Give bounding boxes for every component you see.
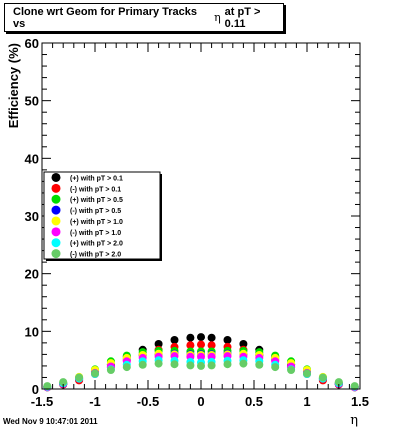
x-tick-label: 0 xyxy=(197,394,204,409)
legend-marker xyxy=(51,205,61,215)
x-axis-label: η xyxy=(350,413,358,428)
data-points xyxy=(43,333,359,392)
data-point xyxy=(197,340,205,349)
data-point xyxy=(170,336,179,344)
legend-label: (+) with pT > 0.5 xyxy=(70,197,123,204)
data-point xyxy=(223,336,232,344)
legend-marker xyxy=(51,172,61,182)
data-point xyxy=(186,333,195,342)
series-8 xyxy=(43,359,359,391)
data-point xyxy=(255,360,264,369)
y-tick-label: 40 xyxy=(25,151,39,166)
legend-box xyxy=(43,171,161,260)
data-point xyxy=(287,366,296,374)
data-point xyxy=(207,361,216,370)
data-point xyxy=(106,366,115,374)
data-point xyxy=(197,352,205,361)
data-point xyxy=(154,340,163,348)
y-axis-label: Efficiency (%) xyxy=(6,43,21,128)
legend-marker xyxy=(51,238,61,248)
data-point xyxy=(43,382,52,391)
legend-marker xyxy=(51,194,61,204)
legend-label: (-) with pT > 2.0 xyxy=(70,252,121,259)
data-point xyxy=(207,341,216,350)
legend-label: (+) with pT > 1.0 xyxy=(70,219,123,226)
x-tick-label: -1 xyxy=(89,394,101,409)
legend-label: (-) with pT > 1.0 xyxy=(70,230,121,237)
legend-marker xyxy=(51,249,61,259)
data-point xyxy=(186,361,195,370)
x-tick-label: -0.5 xyxy=(137,394,159,409)
data-point xyxy=(197,361,205,370)
data-point xyxy=(350,382,359,391)
data-point xyxy=(197,333,205,342)
data-point xyxy=(334,378,343,387)
axis-ticks: -1.5 -1 -0.5 0 0.5 1 1.5 0 10 20 30 40 50 60 xyxy=(25,36,370,409)
data-point xyxy=(154,359,163,368)
y-tick-label: 20 xyxy=(25,267,39,282)
x-tick-label: 1.5 xyxy=(351,394,369,409)
y-tick-label: 50 xyxy=(25,94,39,109)
legend-marker xyxy=(51,216,61,226)
data-point xyxy=(239,340,248,348)
y-tick-label: 30 xyxy=(25,209,39,224)
legend-label: (+) with pT > 0.1 xyxy=(70,175,123,182)
legend-label: (-) with pT > 0.1 xyxy=(70,186,121,193)
data-point xyxy=(271,363,280,372)
chart-title-suffix: at pT > 0.11 xyxy=(224,5,261,30)
data-point xyxy=(75,373,84,382)
y-tick-label: 10 xyxy=(25,324,39,339)
timestamp: Wed Nov 9 10:47:01 2011 xyxy=(3,417,98,426)
legend: (+) with pT > 0.1 (-) with pT > 0.1 (+) wi… xyxy=(43,171,162,261)
chart-title: Clone wrt Geom for Primary Tracks vs η a… xyxy=(4,3,284,32)
x-tick-label: 1 xyxy=(303,394,310,409)
data-point xyxy=(303,369,311,378)
data-point xyxy=(91,369,99,378)
x-tick-label: -1.5 xyxy=(31,394,53,409)
data-point xyxy=(207,333,216,342)
legend-label: (-) with pT > 0.5 xyxy=(70,208,121,215)
data-point xyxy=(318,373,327,382)
data-point xyxy=(122,363,131,372)
chart-title-variable: η xyxy=(214,11,221,24)
y-tick-label: 60 xyxy=(25,36,39,51)
legend-marker xyxy=(51,227,61,237)
data-point xyxy=(59,378,68,387)
legend-marker xyxy=(51,183,61,193)
chart-title-prefix: Clone wrt Geom for Primary Tracks vs xyxy=(13,5,198,30)
y-tick-label: 0 xyxy=(32,382,39,397)
data-point xyxy=(186,341,195,350)
data-point xyxy=(170,360,179,369)
legend-label: (+) with pT > 2.0 xyxy=(70,241,123,248)
x-tick-label: 0.5 xyxy=(245,394,263,409)
data-point xyxy=(138,360,147,369)
data-point xyxy=(223,360,232,369)
data-point xyxy=(239,359,248,368)
